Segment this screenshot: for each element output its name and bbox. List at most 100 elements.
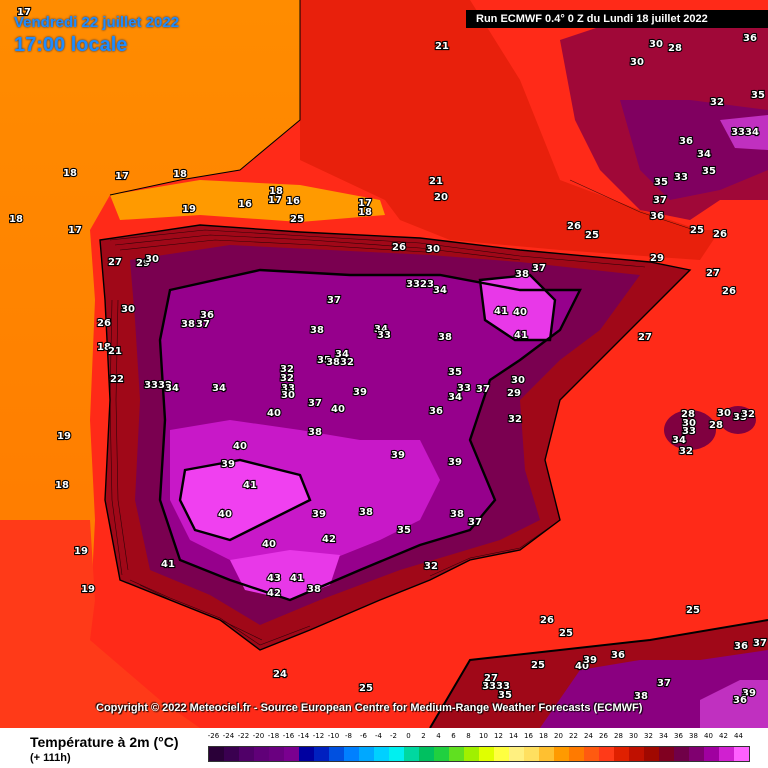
color-scale-swatch: [674, 747, 689, 761]
color-scale-tick-label: -14: [297, 732, 310, 740]
color-scale-swatch: [434, 747, 449, 761]
color-scale-tick-label: 16: [524, 732, 533, 740]
interior-peak-zone-ebro: [480, 275, 555, 340]
isotherm-label: 41: [494, 306, 508, 317]
legend-title: Température à 2m (°C): [30, 734, 179, 750]
isotherm-label: 21: [108, 346, 122, 357]
isotherm-label: 21: [435, 41, 449, 52]
isotherm-label: 19: [182, 204, 196, 215]
forecast-date: Vendredi 22 juillet 2022: [14, 14, 180, 31]
isotherm-label: 25: [531, 660, 545, 671]
isotherm-label: 33: [377, 330, 391, 341]
isotherm-label: 30: [281, 390, 295, 401]
isotherm-label: 33: [682, 426, 696, 437]
isotherm-label: 3334: [731, 127, 759, 138]
isotherm-label: 29: [650, 253, 664, 264]
isotherm-label: 19: [81, 584, 95, 595]
isotherm-label: 19: [57, 431, 71, 442]
isotherm-lines: [109, 179, 701, 646]
isotherm-label: 26: [97, 318, 111, 329]
isotherm-label: 25: [686, 605, 700, 616]
isotherm-label: 36: [734, 641, 748, 652]
color-scale-swatch: [719, 747, 734, 761]
color-scale-tick-label: 44: [734, 732, 743, 740]
isotherm-label: 38: [450, 509, 464, 520]
isotherm-label: 25: [290, 214, 304, 225]
isotherm-label: 22: [110, 374, 124, 385]
color-scale-swatch: [254, 747, 269, 761]
isotherm-label: 40: [233, 441, 247, 452]
isotherm-label: 35: [448, 367, 462, 378]
interior-peak-zone-west: [180, 460, 310, 540]
isotherm-label: 25: [559, 628, 573, 639]
isotherm-label: 29: [507, 388, 521, 399]
isotherm-label: 32: [710, 97, 724, 108]
isotherm-label: 18: [9, 214, 23, 225]
isotherm-label: 41: [161, 559, 175, 570]
color-scale-swatch: [494, 747, 509, 761]
color-scale-tick-label: -8: [345, 732, 352, 740]
color-scale-tick-label: 28: [614, 732, 623, 740]
isotherm-label: 35: [702, 166, 716, 177]
isotherm-label: 38: [634, 691, 648, 702]
color-scale-swatch: [569, 747, 584, 761]
isotherm-label: 39: [742, 688, 756, 699]
balearic-hot-zone-east: [720, 406, 756, 434]
isotherm-label: 41: [243, 480, 257, 491]
color-scale-swatch: [509, 747, 524, 761]
color-scale-tick-label: 14: [509, 732, 518, 740]
color-scale-swatch: [659, 747, 674, 761]
color-scale-tick-label: 22: [569, 732, 578, 740]
atlantic-cool-zone: [0, 0, 300, 650]
isotherm-label: 35: [397, 525, 411, 536]
color-scale-tick-label: 30: [629, 732, 638, 740]
isotherm-label: 35: [317, 355, 331, 366]
color-scale-swatch: [224, 747, 239, 761]
color-scale-tick-label: 2: [421, 732, 426, 740]
color-scale-swatch: [404, 747, 419, 761]
color-scale-swatch: [269, 747, 284, 761]
isotherm-label: 17: [17, 7, 31, 18]
northeast-peak-zone: [720, 115, 768, 150]
isotherm-label: 38: [307, 584, 321, 595]
isotherm-label: 28: [668, 43, 682, 54]
color-scale-labels: -26 -24 -22 -20 -18 -16 -14 -12 -10 -8 -6 -4 -2 0 2 4 6 8…: [206, 732, 746, 744]
color-scale-tick-label: 32: [644, 732, 653, 740]
isotherm-label: 25: [690, 225, 704, 236]
isotherm-label: 30: [121, 304, 135, 315]
isotherm-label: 27: [108, 257, 122, 268]
color-scale-swatch: [599, 747, 614, 761]
isotherm-label: 3332: [144, 380, 172, 391]
isotherm-label: 38: [515, 269, 529, 280]
isotherm-label: 34: [374, 324, 388, 335]
isotherm-label: 27: [706, 268, 720, 279]
isotherm-label: 25: [359, 683, 373, 694]
isotherm-label: 39: [583, 655, 597, 666]
color-scale-tick-label: 42: [719, 732, 728, 740]
coastline-lines: [99, 0, 768, 728]
isotherm-label: 42: [267, 588, 281, 599]
isotherm-label: 38: [181, 319, 195, 330]
isotherm-label: 41: [290, 573, 304, 584]
isotherm-label: 34: [335, 349, 349, 360]
isotherm-label: 3333: [482, 681, 510, 692]
color-scale-swatch: [239, 747, 254, 761]
isotherm-label: 37: [308, 398, 322, 409]
color-scale-tick-label: -10: [327, 732, 340, 740]
color-scale-swatch: [284, 747, 299, 761]
color-scale-tick-label: 24: [584, 732, 593, 740]
isotherm-label: 17: [358, 198, 372, 209]
color-scale-swatch: [389, 747, 404, 761]
isotherm-label: 26: [567, 221, 581, 232]
isotherm-label: 26: [540, 615, 554, 626]
color-scale-swatch: [359, 747, 374, 761]
isotherm-label: 37: [532, 263, 546, 274]
color-scale-tick-label: 6: [451, 732, 456, 740]
isotherm-label: 18: [173, 169, 187, 180]
isotherm-label: 36: [611, 650, 625, 661]
isotherm-label: 17: [268, 195, 282, 206]
isotherm-label: 37: [196, 319, 210, 330]
isotherm-label: 39: [221, 459, 235, 470]
isotherm-label: 26: [713, 229, 727, 240]
color-scale-tick-label: -2: [390, 732, 397, 740]
